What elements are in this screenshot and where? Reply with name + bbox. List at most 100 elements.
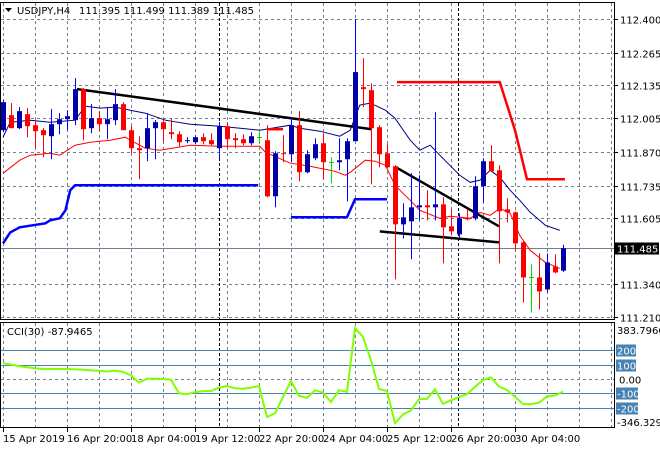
candle-body xyxy=(289,125,294,155)
axes: 112.400 112.265 112.135 112.005 111.870 111.7… xyxy=(3,16,660,445)
price-tick-label: 112.265 xyxy=(620,50,660,61)
time-axis-label: 26 Apr 20:00 xyxy=(451,434,516,445)
candle-body xyxy=(137,148,142,151)
channel-high-line xyxy=(397,80,565,181)
cci-panel-border xyxy=(0,322,615,428)
candle-body xyxy=(417,205,422,208)
cci-panel xyxy=(1,325,614,426)
candle-body xyxy=(385,153,390,168)
time-axis-label: 16 Apr 20:00 xyxy=(67,434,132,445)
candle-body xyxy=(345,141,350,160)
price-tick-label: 112.135 xyxy=(620,82,660,93)
candle-body xyxy=(233,138,238,141)
candle-body xyxy=(73,89,78,121)
candle-body xyxy=(201,137,206,142)
candle-body xyxy=(57,119,62,125)
cci-min-label: -346.3299 xyxy=(617,418,660,429)
candle-body xyxy=(97,118,102,125)
trendline xyxy=(76,87,372,131)
candle-body xyxy=(465,218,470,220)
price-tick-label: 111.605 xyxy=(620,215,660,226)
candle-body xyxy=(225,126,230,140)
candle-body xyxy=(521,242,526,278)
cci-level-box xyxy=(616,402,638,415)
candle-body xyxy=(49,124,54,137)
candles xyxy=(1,19,566,313)
cci-level-label: 100 xyxy=(617,362,636,373)
candle-body xyxy=(393,166,398,225)
triangle-down-icon[interactable] xyxy=(5,8,12,12)
time-axis-label: 30 Apr 04:00 xyxy=(515,434,580,445)
candle-body xyxy=(337,160,342,163)
candle-body xyxy=(425,205,430,208)
chart-header: USDJPY,H4 111.395 111.499 111.389 111.48… xyxy=(5,6,254,17)
candle-body xyxy=(177,134,182,143)
indicator-overlays xyxy=(1,80,565,269)
candle-body xyxy=(537,277,542,292)
candle-body xyxy=(113,104,118,121)
price-tick-label: 111.870 xyxy=(620,149,660,160)
candle-body xyxy=(33,125,38,132)
cci-level-box xyxy=(616,344,636,357)
time-axis-label: 22 Apr 20:00 xyxy=(259,434,324,445)
cci-line xyxy=(2,325,564,426)
candle-body xyxy=(553,266,558,273)
candle-body xyxy=(41,130,46,136)
cci-level-box xyxy=(616,359,636,372)
candle-body xyxy=(473,186,478,219)
trendline xyxy=(379,230,500,244)
current-price-label: 111.485 xyxy=(617,245,658,256)
candle-body xyxy=(457,218,462,235)
cci-level-label: 200 xyxy=(617,347,636,358)
time-axis-label: 25 Apr 12:00 xyxy=(387,434,452,445)
candle-body xyxy=(369,90,374,129)
candle-body xyxy=(353,72,358,142)
candle-body xyxy=(305,154,310,173)
candle-body xyxy=(313,144,318,159)
current-price-box xyxy=(615,242,659,255)
trendline xyxy=(395,166,500,228)
candle-body xyxy=(561,248,566,271)
candle-body xyxy=(105,119,110,125)
candle-body xyxy=(185,140,190,142)
cci-level-label: -100 xyxy=(617,390,640,401)
candle-body xyxy=(361,87,366,90)
candle-body xyxy=(161,122,166,130)
ma-slow-line xyxy=(2,136,560,269)
price-tick-label: 112.400 xyxy=(620,16,660,27)
cci-zero-label: 0.00 xyxy=(619,376,641,387)
candle-body xyxy=(321,143,326,163)
candle-body xyxy=(409,207,414,222)
ohlc-readout: 111.395 111.499 111.389 111.485 xyxy=(79,6,254,17)
candle-body xyxy=(401,217,406,225)
channel-low-line xyxy=(1,184,259,245)
price-tick-label: 112.005 xyxy=(620,115,660,126)
candle-body xyxy=(81,89,86,130)
candle-body xyxy=(441,204,446,228)
time-axis-label: 18 Apr 04:00 xyxy=(131,434,196,445)
candle-body xyxy=(273,153,278,197)
cci-max-label: 383.7966 xyxy=(617,326,660,337)
candle-body xyxy=(65,116,70,120)
candle-body xyxy=(545,262,550,290)
candle-body xyxy=(1,102,6,131)
main-panel-border xyxy=(0,2,615,320)
candle-body xyxy=(153,122,158,129)
candle-body xyxy=(25,114,30,127)
cci-level-label: -200 xyxy=(617,405,640,416)
price-tick-label: 111.735 xyxy=(620,183,660,194)
candle-body xyxy=(377,127,382,155)
candle-body xyxy=(17,111,22,129)
symbol-label: USDJPY,H4 xyxy=(17,6,70,17)
candle-body xyxy=(505,209,510,213)
price-tick-label: 111.340 xyxy=(620,281,660,292)
cci-level-box xyxy=(616,387,638,400)
candle-body xyxy=(497,170,502,212)
candle-body xyxy=(281,153,286,155)
candle-body xyxy=(241,139,246,144)
candle-body xyxy=(449,226,454,232)
time-axis-label: 24 Apr 04:00 xyxy=(323,434,388,445)
candle-body xyxy=(433,204,438,208)
candle-body xyxy=(217,126,222,149)
